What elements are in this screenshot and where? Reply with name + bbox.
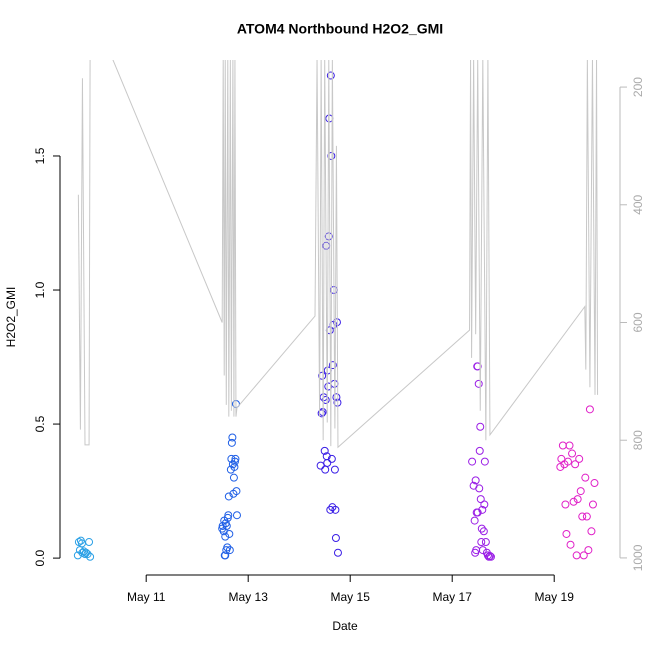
- point: [582, 474, 589, 481]
- x-tick-label: May 17: [433, 590, 473, 604]
- y-tick-label: 1.5: [33, 147, 47, 164]
- y2-tick-label: 1000: [631, 544, 645, 571]
- point: [332, 535, 339, 542]
- y2-tick-label: 200: [631, 77, 645, 97]
- point: [469, 458, 476, 465]
- y2-tick-label: 400: [631, 194, 645, 214]
- chart: ATOM4 Northbound H2O2_GMI Date H2O2_GMI …: [0, 0, 650, 650]
- y-tick-label: 1.0: [33, 281, 47, 298]
- y2-tick-label: 600: [631, 312, 645, 332]
- x-tick-label: May 19: [535, 590, 575, 604]
- point: [589, 501, 596, 508]
- profile-line: [78, 58, 597, 448]
- point: [475, 380, 482, 387]
- x-tick-label: May 13: [229, 590, 269, 604]
- point: [585, 547, 592, 554]
- point: [334, 549, 341, 556]
- point: [563, 530, 570, 537]
- point: [482, 539, 489, 546]
- x-axis-label: Date: [332, 619, 358, 633]
- point: [577, 488, 584, 495]
- point: [567, 541, 574, 548]
- point: [331, 466, 338, 473]
- point: [591, 480, 598, 487]
- point: [477, 423, 484, 430]
- point: [322, 466, 329, 473]
- point: [566, 442, 573, 449]
- point: [476, 485, 483, 492]
- point: [471, 517, 478, 524]
- point: [476, 447, 483, 454]
- point: [576, 455, 583, 462]
- point: [559, 442, 566, 449]
- point: [233, 512, 240, 519]
- point: [583, 513, 590, 520]
- point: [86, 539, 93, 546]
- y-tick-label: 0.0: [33, 549, 47, 566]
- chart-title: ATOM4 Northbound H2O2_GMI: [237, 21, 443, 37]
- y-axis-label: H2O2_GMI: [4, 287, 18, 348]
- point: [586, 406, 593, 413]
- point: [558, 455, 565, 462]
- point: [230, 474, 237, 481]
- x-tick-label: May 11: [127, 590, 166, 604]
- y2-tick-label: 800: [631, 430, 645, 450]
- point: [569, 450, 576, 457]
- y-tick-label: 0.5: [33, 415, 47, 432]
- point: [562, 501, 569, 508]
- x-tick-label: May 15: [331, 590, 371, 604]
- plot-area: [74, 58, 598, 561]
- point: [317, 462, 324, 469]
- point: [324, 459, 331, 466]
- point: [588, 528, 595, 535]
- point: [229, 434, 236, 441]
- point: [481, 458, 488, 465]
- point: [573, 552, 580, 559]
